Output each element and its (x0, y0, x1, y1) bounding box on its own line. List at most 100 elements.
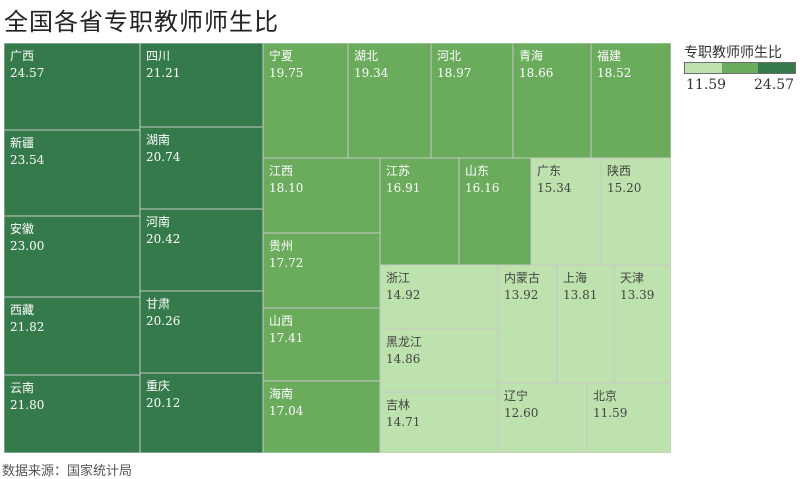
tile-value-label: 19.34 (354, 66, 389, 80)
tile-name-label: 江苏 (386, 164, 410, 178)
tile-rect (600, 157, 671, 266)
tile-rect (139, 126, 264, 210)
treemap-tile: 海南 17.04 (262, 380, 381, 453)
legend-color-bar (684, 62, 796, 74)
tile-name-label: 青海 (519, 48, 543, 63)
legend-max-label: 24.57 (754, 77, 795, 93)
tile-rect (139, 290, 264, 374)
treemap-tile: 四川 21.21 (139, 43, 264, 128)
color-legend: 专职教师师生比 11.59 24.57 (684, 42, 800, 93)
treemap-tile: 浙江 14.92 (379, 264, 499, 330)
legend-swatch-light (685, 63, 722, 73)
tile-name-label: 海南 (269, 386, 293, 401)
tile-name-label: 内蒙古 (504, 270, 540, 285)
treemap-tile: 山西 17.41 (262, 307, 381, 382)
tile-rect (262, 43, 349, 159)
legend-min-label: 11.59 (686, 77, 727, 93)
tile-rect (262, 157, 381, 234)
treemap-tile: 辽宁 12.60 (497, 382, 588, 453)
tile-value-label: 15.34 (537, 181, 572, 195)
treemap-tile: 河南 20.42 (139, 208, 264, 292)
tile-name-label: 湖北 (354, 48, 378, 63)
tile-value-label: 21.82 (10, 320, 44, 334)
tile-name-label: 吉林 (386, 398, 410, 412)
treemap-tile: 陕西 15.20 (600, 157, 671, 266)
tile-value-label: 13.81 (563, 288, 597, 302)
tile-name-label: 四川 (146, 49, 170, 63)
treemap-tile: 宁夏 19.75 (262, 43, 349, 159)
treemap-tile: 江苏 16.91 (379, 157, 460, 266)
tile-value-label: 23.54 (10, 153, 45, 167)
tile-value-label: 20.12 (146, 396, 180, 410)
tile-rect (379, 391, 499, 453)
tile-name-label: 新疆 (10, 135, 34, 150)
treemap-tile: 贵州 17.72 (262, 232, 381, 309)
treemap-tile: 上海 13.81 (556, 264, 615, 384)
treemap-tile: 江西 18.10 (262, 157, 381, 234)
tile-rect (4, 129, 141, 217)
treemap-tile: 安徽 23.00 (4, 215, 141, 298)
tile-rect (590, 43, 671, 159)
tile-name-label: 山西 (269, 314, 293, 328)
tile-name-label: 贵州 (269, 239, 293, 253)
tile-name-label: 云南 (10, 380, 34, 395)
tile-value-label: 18.52 (597, 66, 631, 80)
treemap-tile: 吉林 14.71 (379, 391, 499, 453)
tile-name-label: 辽宁 (504, 388, 528, 403)
legend-swatch-medium (721, 63, 759, 73)
treemap-tile: 广西 24.57 (4, 43, 141, 131)
tile-value-label: 21.21 (146, 66, 180, 80)
tile-value-label: 13.39 (620, 288, 654, 302)
treemap-tile: 甘肃 20.26 (139, 290, 264, 374)
tile-rect (262, 232, 381, 309)
tile-name-label: 江西 (269, 164, 293, 178)
tile-name-label: 安徽 (10, 221, 34, 236)
tile-name-label: 重庆 (146, 379, 170, 393)
treemap-tile: 新疆 23.54 (4, 129, 141, 217)
tile-name-label: 天津 (620, 271, 644, 285)
tile-value-label: 19.75 (269, 66, 303, 80)
tile-rect (379, 157, 460, 266)
tile-name-label: 上海 (563, 270, 587, 285)
tile-value-label: 24.57 (10, 66, 44, 80)
treemap: 广西 24.57 新疆 23.54 安徽 23.00 西藏 21.82 云南 21.80 四川 21.… (4, 43, 671, 453)
tile-name-label: 黑龙江 (386, 335, 422, 349)
tile-rect (497, 382, 588, 453)
treemap-tile: 内蒙古 13.92 (497, 264, 558, 384)
tile-value-label: 23.00 (10, 239, 44, 253)
tile-name-label: 甘肃 (146, 297, 170, 311)
tile-value-label: 18.66 (519, 66, 553, 80)
tile-rect (4, 296, 141, 376)
tile-value-label: 12.60 (504, 406, 538, 420)
tile-rect (4, 215, 141, 298)
legend-title: 专职教师师生比 (684, 45, 782, 61)
treemap-tile: 西藏 21.82 (4, 296, 141, 376)
tile-value-label: 11.59 (593, 406, 627, 420)
tile-name-label: 河南 (146, 214, 170, 229)
tile-rect (262, 307, 381, 382)
tile-rect (262, 380, 381, 453)
tile-value-label: 21.80 (10, 398, 44, 412)
tile-rect (430, 43, 514, 159)
treemap-tile: 河北 18.97 (430, 43, 514, 159)
tile-name-label: 浙江 (386, 271, 410, 285)
tile-rect (530, 157, 602, 266)
treemap-tile: 福建 18.52 (590, 43, 671, 159)
tile-value-label: 16.16 (465, 181, 499, 195)
legend-swatch-dark (758, 63, 796, 73)
tile-rect (586, 382, 671, 453)
tile-name-label: 河北 (437, 49, 461, 63)
source-note: 数据来源：国家统计局 (2, 464, 133, 479)
tile-rect (4, 43, 141, 131)
treemap-tile: 湖北 19.34 (347, 43, 432, 159)
tile-rect (139, 208, 264, 292)
tile-name-label: 山东 (465, 164, 489, 178)
tile-name-label: 西藏 (10, 303, 34, 317)
tile-rect (139, 372, 264, 453)
tile-name-label: 福建 (597, 48, 621, 63)
treemap-tile: 黑龙江 14.86 (379, 328, 499, 393)
tile-rect (379, 328, 499, 393)
tile-value-label: 20.42 (146, 232, 180, 246)
tile-name-label: 北京 (593, 389, 617, 403)
tile-name-label: 湖南 (146, 132, 170, 147)
